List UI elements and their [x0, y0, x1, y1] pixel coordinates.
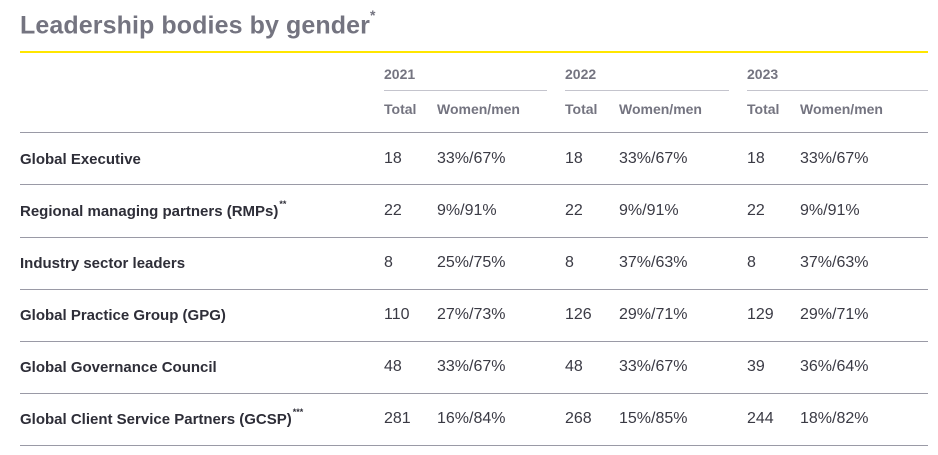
cell-total: 39 — [747, 358, 765, 375]
row-label: Global Executive — [20, 151, 141, 168]
cell-total: 18 — [384, 150, 402, 167]
total-header: Total — [565, 101, 598, 117]
row-divider — [20, 341, 928, 342]
cell-total: 22 — [565, 202, 583, 219]
total-header: Total — [747, 101, 780, 117]
cell-total: 18 — [747, 150, 765, 167]
cell-ratio: 37%/63% — [800, 254, 869, 271]
year-header-2021: 2021 — [384, 66, 416, 82]
cell-total: 48 — [384, 358, 402, 375]
row-label: Regional managing partners (RMPs)** — [20, 199, 287, 220]
row-label: Global Practice Group (GPG) — [20, 307, 226, 324]
row-divider — [20, 237, 928, 238]
cell-ratio: 15%/85% — [619, 410, 688, 427]
cell-ratio: 16%/84% — [437, 410, 506, 427]
cell-ratio: 25%/75% — [437, 254, 506, 271]
cell-ratio: 33%/67% — [619, 150, 688, 167]
cell-total: 8 — [565, 254, 574, 271]
cell-ratio: 36%/64% — [800, 358, 869, 375]
year-divider — [384, 90, 547, 91]
cell-ratio: 29%/71% — [800, 306, 869, 323]
row-divider — [20, 393, 928, 394]
cell-total: 110 — [384, 306, 410, 323]
year-divider — [565, 90, 729, 91]
ratio-header: Women/men — [437, 101, 520, 117]
row-divider — [20, 289, 928, 290]
year-divider — [747, 90, 928, 91]
header-divider — [20, 132, 928, 133]
cell-ratio: 27%/73% — [437, 306, 506, 323]
cell-ratio: 33%/67% — [800, 150, 869, 167]
cell-total: 126 — [565, 306, 592, 323]
row-label: Global Client Service Partners (GCSP)*** — [20, 407, 304, 428]
cell-ratio: 33%/67% — [437, 358, 506, 375]
cell-total: 22 — [747, 202, 765, 219]
cell-total: 244 — [747, 410, 774, 427]
cell-total: 8 — [384, 254, 393, 271]
year-header-2022: 2022 — [565, 66, 597, 82]
page-title: Leadership bodies by gender* — [20, 7, 376, 40]
cell-ratio: 37%/63% — [619, 254, 688, 271]
row-divider — [20, 445, 928, 446]
cell-ratio: 9%/91% — [800, 202, 860, 219]
title-footnote-marker: * — [370, 7, 376, 23]
cell-total: 8 — [747, 254, 756, 271]
cell-ratio: 33%/67% — [619, 358, 688, 375]
title-underline — [20, 51, 928, 53]
row-label: Global Governance Council — [20, 359, 217, 376]
cell-ratio: 33%/67% — [437, 150, 506, 167]
total-header: Total — [384, 101, 417, 117]
year-header-2023: 2023 — [747, 66, 779, 82]
cell-ratio: 9%/91% — [619, 202, 679, 219]
row-divider — [20, 184, 928, 185]
cell-total: 129 — [747, 306, 774, 323]
cell-total: 268 — [565, 410, 592, 427]
cell-total: 22 — [384, 202, 402, 219]
cell-total: 18 — [565, 150, 583, 167]
cell-total: 48 — [565, 358, 583, 375]
ratio-header: Women/men — [800, 101, 883, 117]
cell-total: 281 — [384, 410, 411, 427]
cell-ratio: 18%/82% — [800, 410, 869, 427]
cell-ratio: 9%/91% — [437, 202, 497, 219]
ratio-header: Women/men — [619, 101, 702, 117]
cell-ratio: 29%/71% — [619, 306, 688, 323]
row-label: Industry sector leaders — [20, 255, 186, 272]
